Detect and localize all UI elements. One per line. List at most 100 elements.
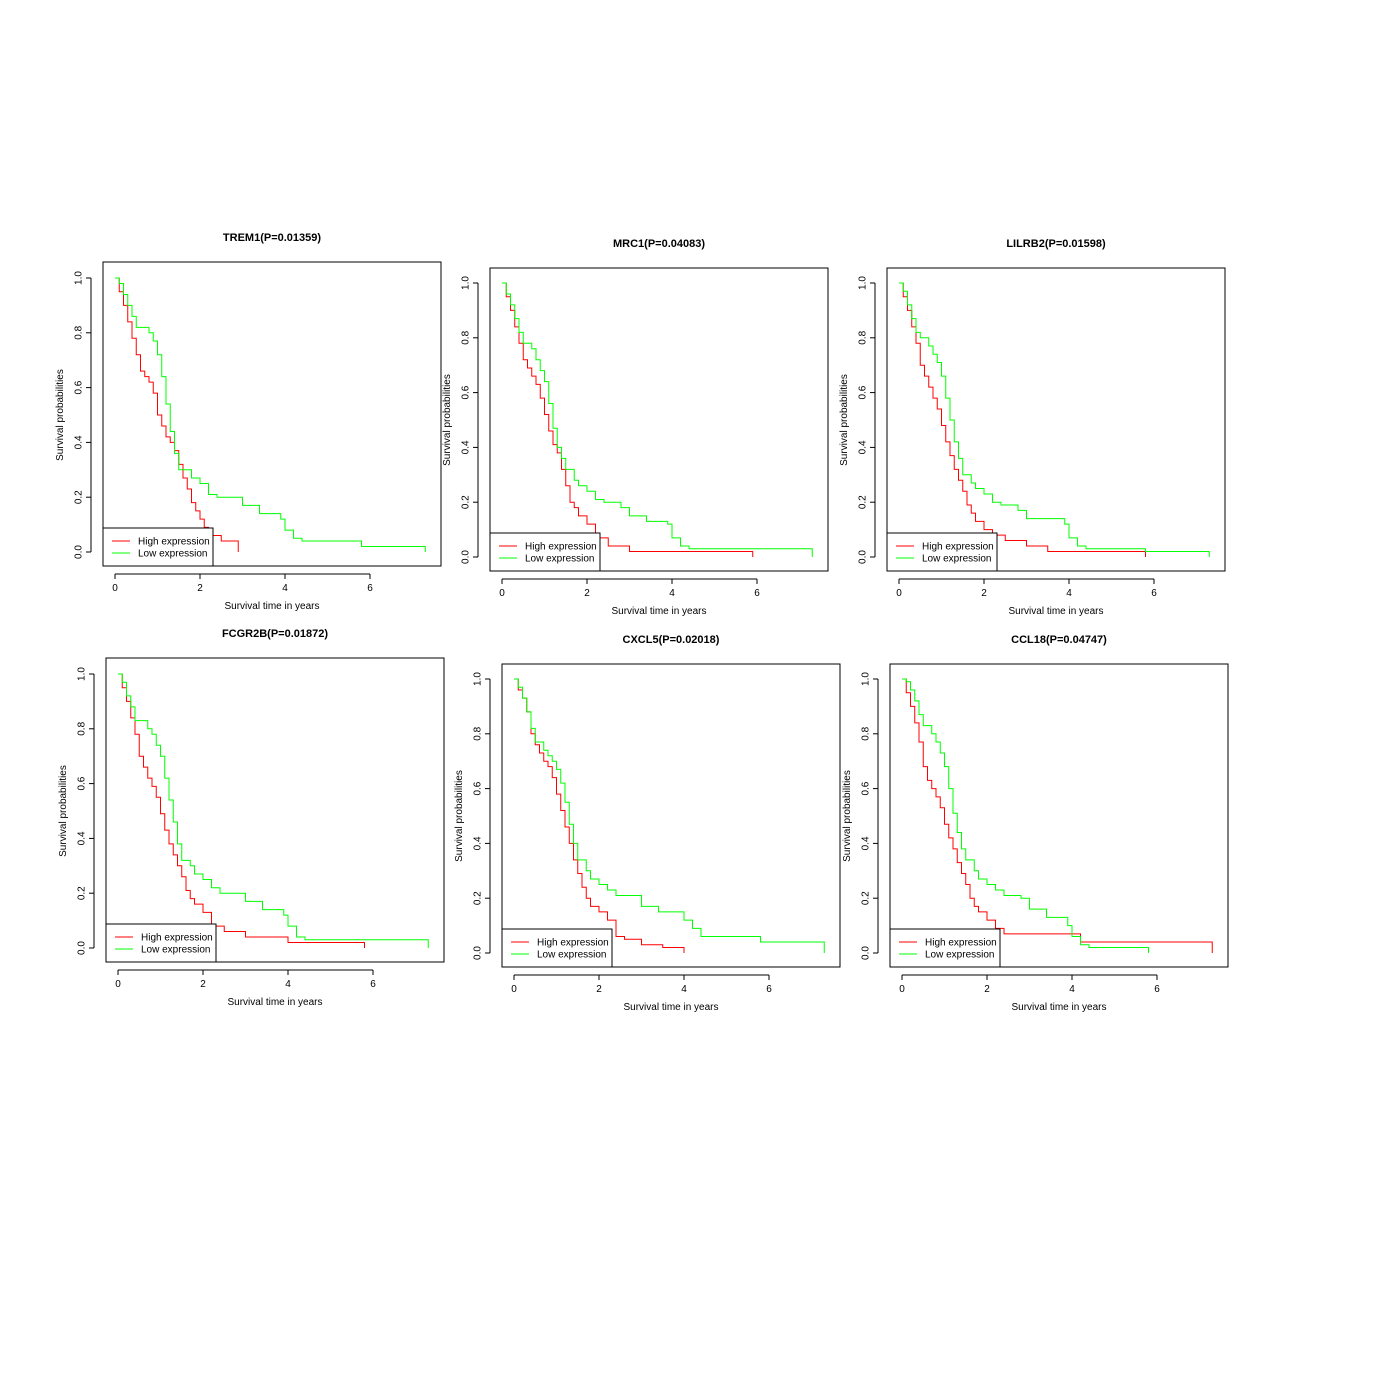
y-tick-label: 0.6 [461,385,472,399]
low-expression-curve [118,673,429,948]
plot-frame [489,267,829,572]
x-tick-label: 2 [197,583,203,594]
legend-label-high: High expression [138,537,210,548]
x-tick-label: 4 [282,583,288,594]
km-panel: LILRB2(P=0.01598) 0.0 0.2 0.4 0.6 0.8 1.0 0 2 4 6 S… [839,238,1226,617]
high-expression-curve [118,673,365,948]
y-tick-label: 0.2 [461,495,472,509]
high-expression-curve [902,678,1213,953]
y-tick-label: 0.6 [861,781,872,795]
high-expression-curve [899,282,1146,557]
high-expression-curve [502,282,754,557]
x-tick-label: 0 [115,979,121,990]
km-panel: MRC1(P=0.04083) 0.0 0.2 0.4 0.6 0.8 1.0 0 2 4 6 Sur… [442,238,829,617]
y-tick-label: 0.6 [74,380,85,394]
x-tick-label: 0 [511,984,517,995]
y-tick-label: 1.0 [77,667,88,681]
y-tick-label: 0.0 [858,550,869,564]
x-tick-label: 0 [499,588,505,599]
legend-label-low: Low expression [922,554,991,565]
legend-label-low: Low expression [525,554,594,565]
legend-box [105,923,217,963]
panel-title: LILRB2(P=0.01598) [1006,238,1106,250]
x-axis-label: Survival time in years [1008,606,1103,617]
low-expression-curve [899,282,1210,557]
panel-title: CXCL5(P=0.02018) [623,634,720,646]
y-tick-label: 0.4 [461,440,472,454]
y-tick-label: 1.0 [74,271,85,285]
x-tick-label: 4 [285,979,291,990]
panel-title: TREM1(P=0.01359) [223,232,321,244]
x-tick-label: 6 [766,984,772,995]
y-tick-label: 0.0 [473,946,484,960]
x-axis-label: Survival time in years [611,606,706,617]
low-expression-curve [115,277,426,552]
x-tick-label: 4 [1069,984,1075,995]
x-tick-label: 0 [896,588,902,599]
x-tick-label: 2 [596,984,602,995]
legend-label-high: High expression [922,542,994,553]
x-tick-label: 4 [669,588,675,599]
km-panel: CXCL5(P=0.02018) 0.0 0.2 0.4 0.6 0.8 1.0 0 2 4 6 Su… [454,634,841,1013]
y-tick-label: 0.4 [77,831,88,845]
x-tick-label: 2 [584,588,590,599]
y-tick-label: 0.2 [473,891,484,905]
y-axis-label: Survival probabilities [839,374,850,466]
plot-frame [501,663,841,968]
y-tick-label: 0.8 [473,726,484,740]
y-tick-label: 0.8 [77,721,88,735]
y-tick-label: 1.0 [858,276,869,290]
y-axis-label: Survival probabilities [842,770,853,862]
y-tick-label: 0.8 [74,325,85,339]
km-panel: CCL18(P=0.04747) 0.0 0.2 0.4 0.6 0.8 1.0 0 2 4 6 Su… [842,634,1229,1013]
legend-box [889,928,1001,968]
high-expression-curve [514,678,685,953]
y-tick-label: 1.0 [861,672,872,686]
legend-label-low: Low expression [141,945,210,956]
x-axis-label: Survival time in years [227,997,322,1008]
y-tick-label: 0.0 [77,941,88,955]
y-axis-label: Survival probabilities [58,765,69,857]
x-tick-label: 2 [984,984,990,995]
x-axis-label: Survival time in years [224,601,319,612]
legend-box [886,532,998,572]
low-expression-curve [902,678,1149,953]
y-tick-label: 0.8 [461,330,472,344]
y-tick-label: 0.2 [858,495,869,509]
y-tick-label: 0.8 [861,726,872,740]
x-tick-label: 0 [112,583,118,594]
legend-label-high: High expression [537,938,609,949]
x-tick-label: 2 [981,588,987,599]
y-tick-label: 0.0 [861,946,872,960]
legend-box [102,527,214,567]
x-tick-label: 6 [1154,984,1160,995]
legend-label-high: High expression [525,542,597,553]
y-tick-label: 0.4 [473,836,484,850]
x-tick-label: 0 [899,984,905,995]
legend-label-high: High expression [141,933,213,944]
y-tick-label: 0.6 [77,776,88,790]
plot-frame [105,657,445,963]
y-axis-label: Survival probabilities [454,770,465,862]
x-tick-label: 6 [1151,588,1157,599]
legend-label-low: Low expression [925,950,994,961]
legend-box [501,928,613,968]
y-axis-label: Survival probabilities [55,369,66,461]
y-tick-label: 0.0 [74,545,85,559]
x-axis-label: Survival time in years [623,1002,718,1013]
y-tick-label: 0.2 [77,886,88,900]
legend-label-low: Low expression [138,549,207,560]
y-axis-label: Survival probabilities [442,374,453,466]
panel-title: MRC1(P=0.04083) [613,238,705,250]
legend-label-high: High expression [925,938,997,949]
y-tick-label: 1.0 [473,672,484,686]
x-tick-label: 2 [200,979,206,990]
y-tick-label: 0.6 [858,385,869,399]
plot-frame [889,663,1229,968]
